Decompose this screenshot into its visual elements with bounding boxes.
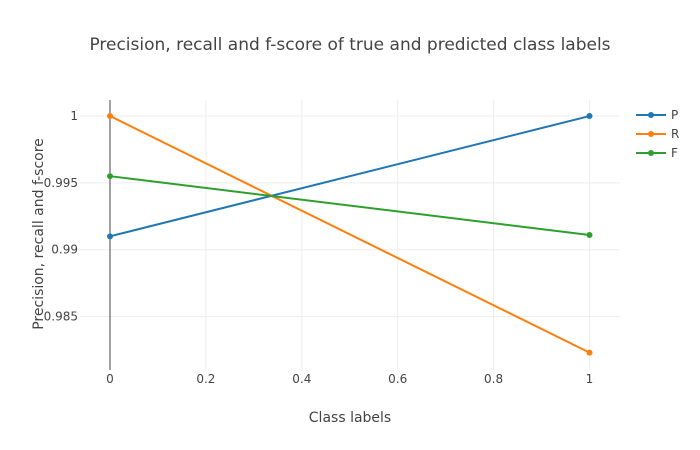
y-axis-title: Precision, recall and f-score [31, 138, 47, 330]
legend-swatch-marker [648, 112, 654, 118]
legend-swatch-marker [648, 131, 654, 137]
x-tick-label: 0 [106, 372, 114, 386]
data-point-p [586, 113, 593, 120]
x-tick-label: 0.8 [484, 372, 503, 386]
legend-label: P [671, 108, 678, 122]
y-tick-label: 0.985 [44, 310, 78, 324]
data-point-r [107, 113, 113, 120]
x-tick-label: 0.4 [292, 372, 311, 386]
x-axis-title: Class labels [309, 410, 391, 426]
legend: PRF [636, 108, 679, 160]
legend-label: F [671, 146, 678, 160]
data-point-p [107, 233, 113, 240]
data-point-r [586, 349, 593, 356]
x-ticks: 0 0.2 0.4 0.6 0.8 1 [106, 372, 593, 386]
x-tick-label: 0.2 [196, 372, 215, 386]
x-tick-label: 0.6 [388, 372, 407, 386]
y-tick-label: 1 [70, 109, 78, 123]
legend-swatch-marker [648, 150, 654, 156]
data-point-f [107, 173, 113, 180]
series-line-r [109, 115, 590, 354]
chart-title: Precision, recall and f-score of true an… [89, 35, 610, 55]
x-tick-label: 1 [586, 372, 594, 386]
series-line-p [109, 115, 590, 238]
series-lines [107, 113, 593, 356]
data-point-f [586, 232, 593, 238]
y-tick-label: 0.995 [44, 176, 78, 190]
y-ticks: 0.985 0.99 0.995 1 [44, 109, 78, 323]
y-tick-label: 0.99 [51, 243, 78, 257]
series-line-f [109, 175, 590, 236]
legend-label: R [671, 127, 679, 141]
